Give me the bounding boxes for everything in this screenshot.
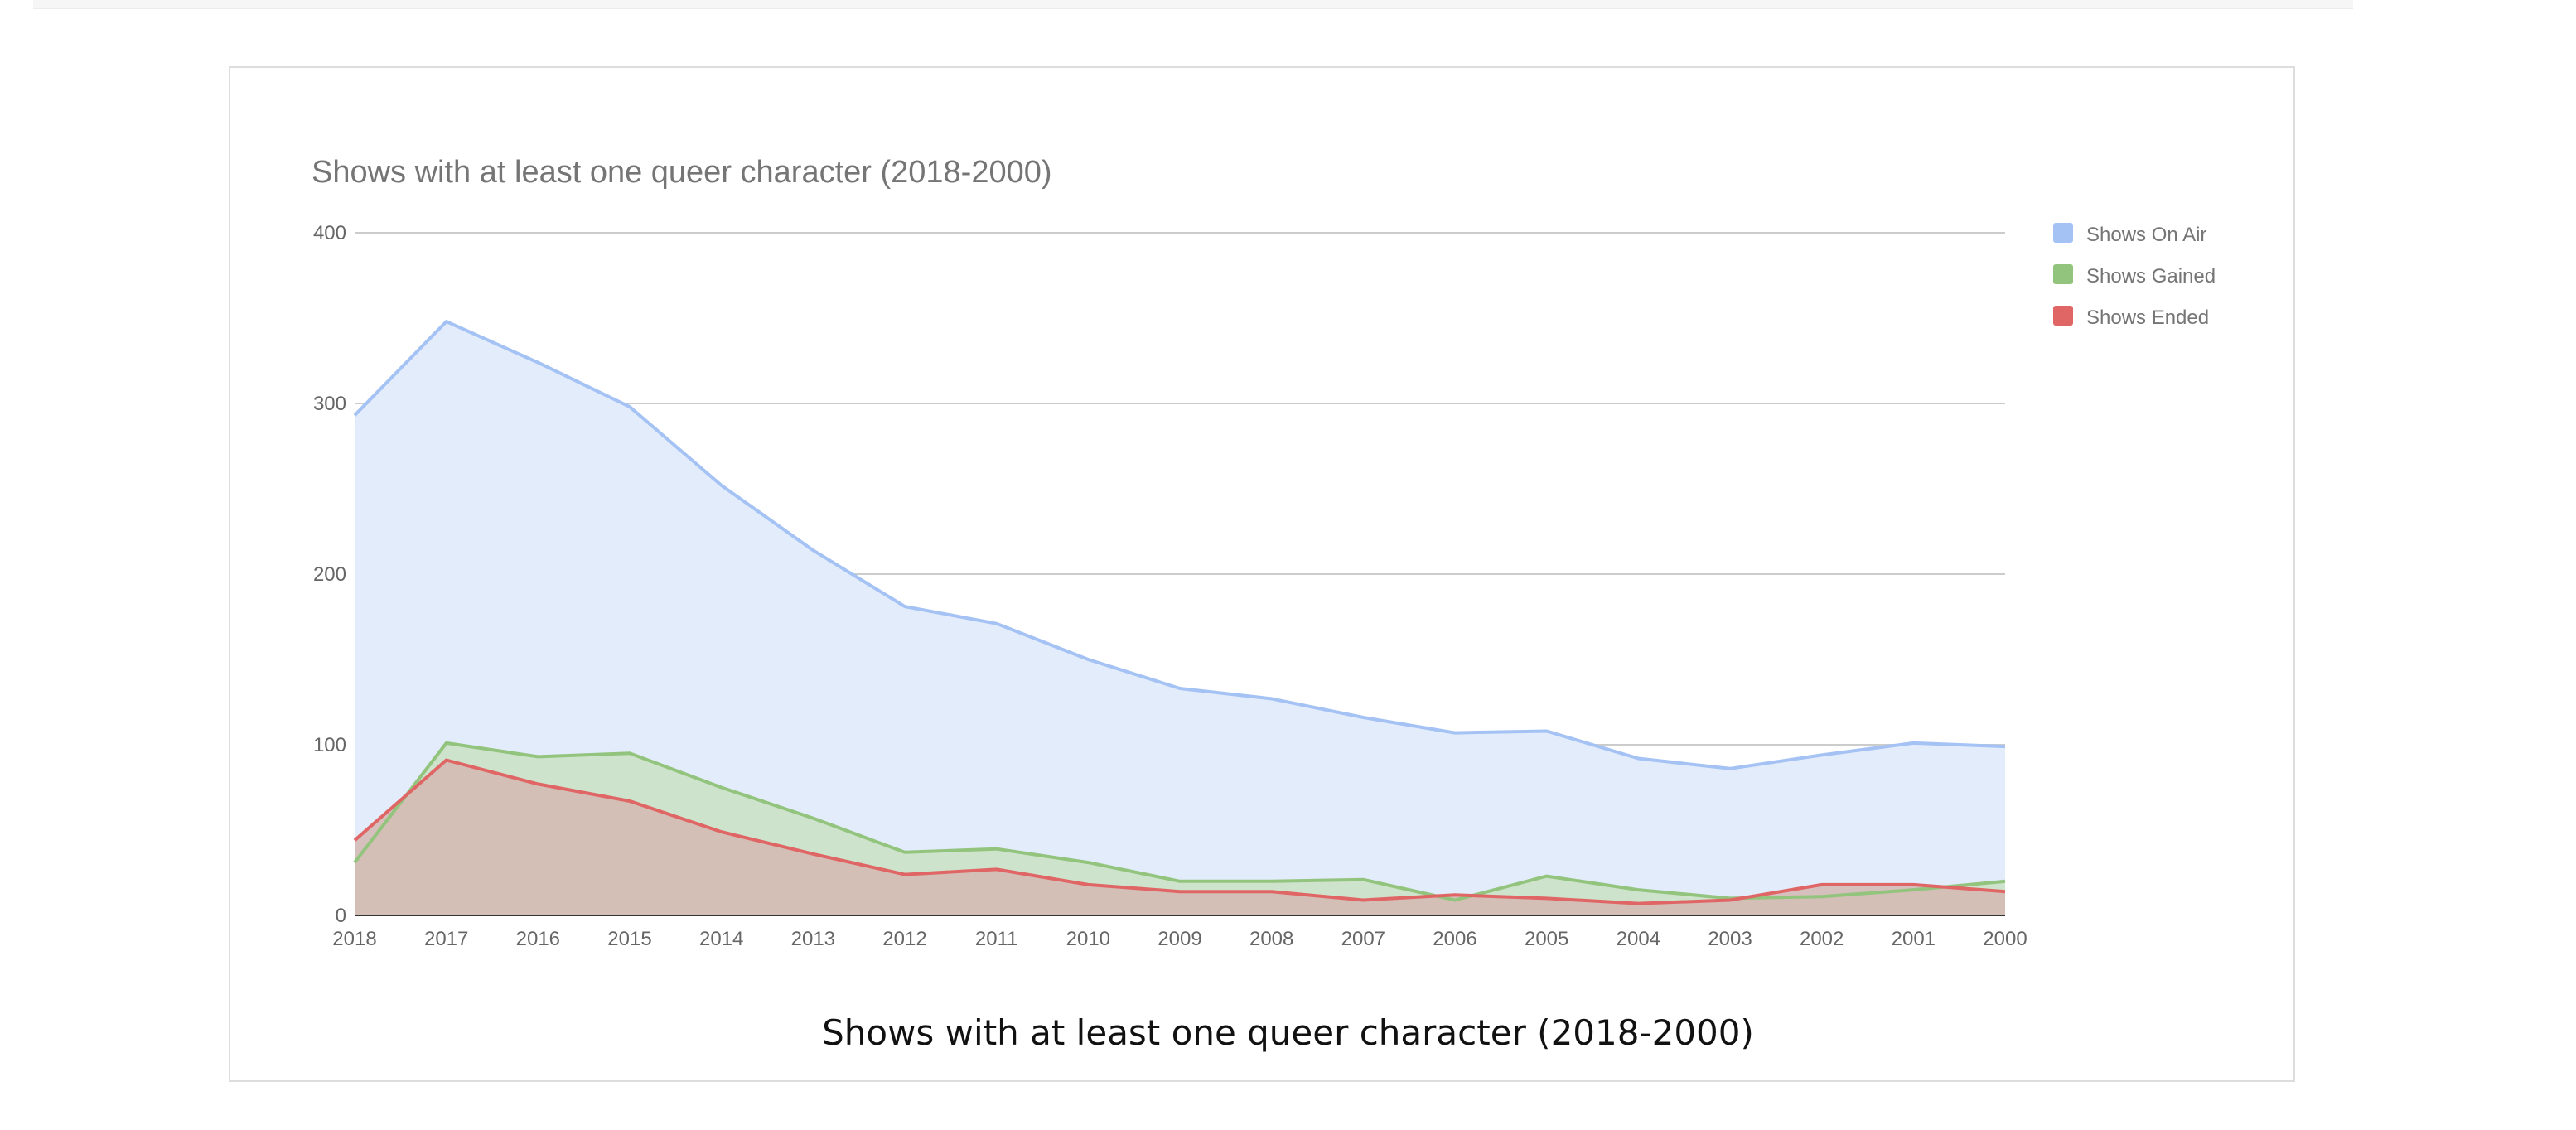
y-tick-label: 400 xyxy=(313,222,346,244)
x-tick-label: 2007 xyxy=(1341,928,1385,950)
x-tick-label: 2003 xyxy=(1708,928,1752,950)
legend-label: Shows Ended xyxy=(2086,307,2209,329)
line-shows-gained xyxy=(353,741,2006,902)
legend-swatch xyxy=(2053,306,2073,326)
x-tick-label: 2005 xyxy=(1525,928,1568,950)
line-shows-on-air xyxy=(353,320,2006,770)
y-tick-label: 0 xyxy=(336,905,346,927)
x-tick-label: 2016 xyxy=(516,928,560,950)
x-tick-label: 2011 xyxy=(975,928,1018,950)
line-shows-ended xyxy=(353,758,2006,905)
y-tick-label: 200 xyxy=(313,563,346,586)
legend-label: Shows On Air xyxy=(2086,224,2206,246)
x-tick-label: 2017 xyxy=(424,928,468,950)
x-tick-label: 2002 xyxy=(1800,928,1844,950)
x-tick-label: 2001 xyxy=(1892,928,1936,950)
legend-swatch xyxy=(2053,264,2073,284)
x-axis-ticks: 2018 2017 2016 2015 2014 2013 2012 2011 2010 2009… xyxy=(332,928,2027,950)
x-tick-label: 2008 xyxy=(1249,928,1293,950)
top-divider-strip xyxy=(33,0,2353,9)
area-shows-ended xyxy=(355,760,2005,915)
legend-swatch xyxy=(2053,223,2073,243)
x-tick-label: 2012 xyxy=(882,928,926,950)
area-shows-on-air xyxy=(355,321,2005,916)
figure-caption: Shows with at least one queer character … xyxy=(822,1012,1754,1053)
x-tick-label: 2006 xyxy=(1433,928,1476,950)
x-tick-label: 2018 xyxy=(332,928,376,950)
x-tick-label: 2010 xyxy=(1066,928,1110,950)
x-tick-label: 2000 xyxy=(1983,928,2027,950)
series-areas xyxy=(355,321,2005,916)
x-tick-label: 2013 xyxy=(791,928,835,950)
legend: Shows On Air Shows Gained Shows Ended xyxy=(2053,223,2216,329)
x-tick-label: 2004 xyxy=(1617,928,1660,950)
series-lines xyxy=(353,320,2006,905)
y-axis-ticks: 0 100 200 300 400 xyxy=(313,222,346,927)
x-tick-label: 2015 xyxy=(607,928,651,950)
chart-title: Shows with at least one queer character … xyxy=(312,155,1052,190)
legend-label: Shows Gained xyxy=(2086,265,2216,287)
y-tick-label: 100 xyxy=(313,734,346,756)
x-tick-label: 2009 xyxy=(1158,928,1201,950)
y-tick-label: 300 xyxy=(313,393,346,415)
x-tick-label: 2014 xyxy=(699,928,743,950)
